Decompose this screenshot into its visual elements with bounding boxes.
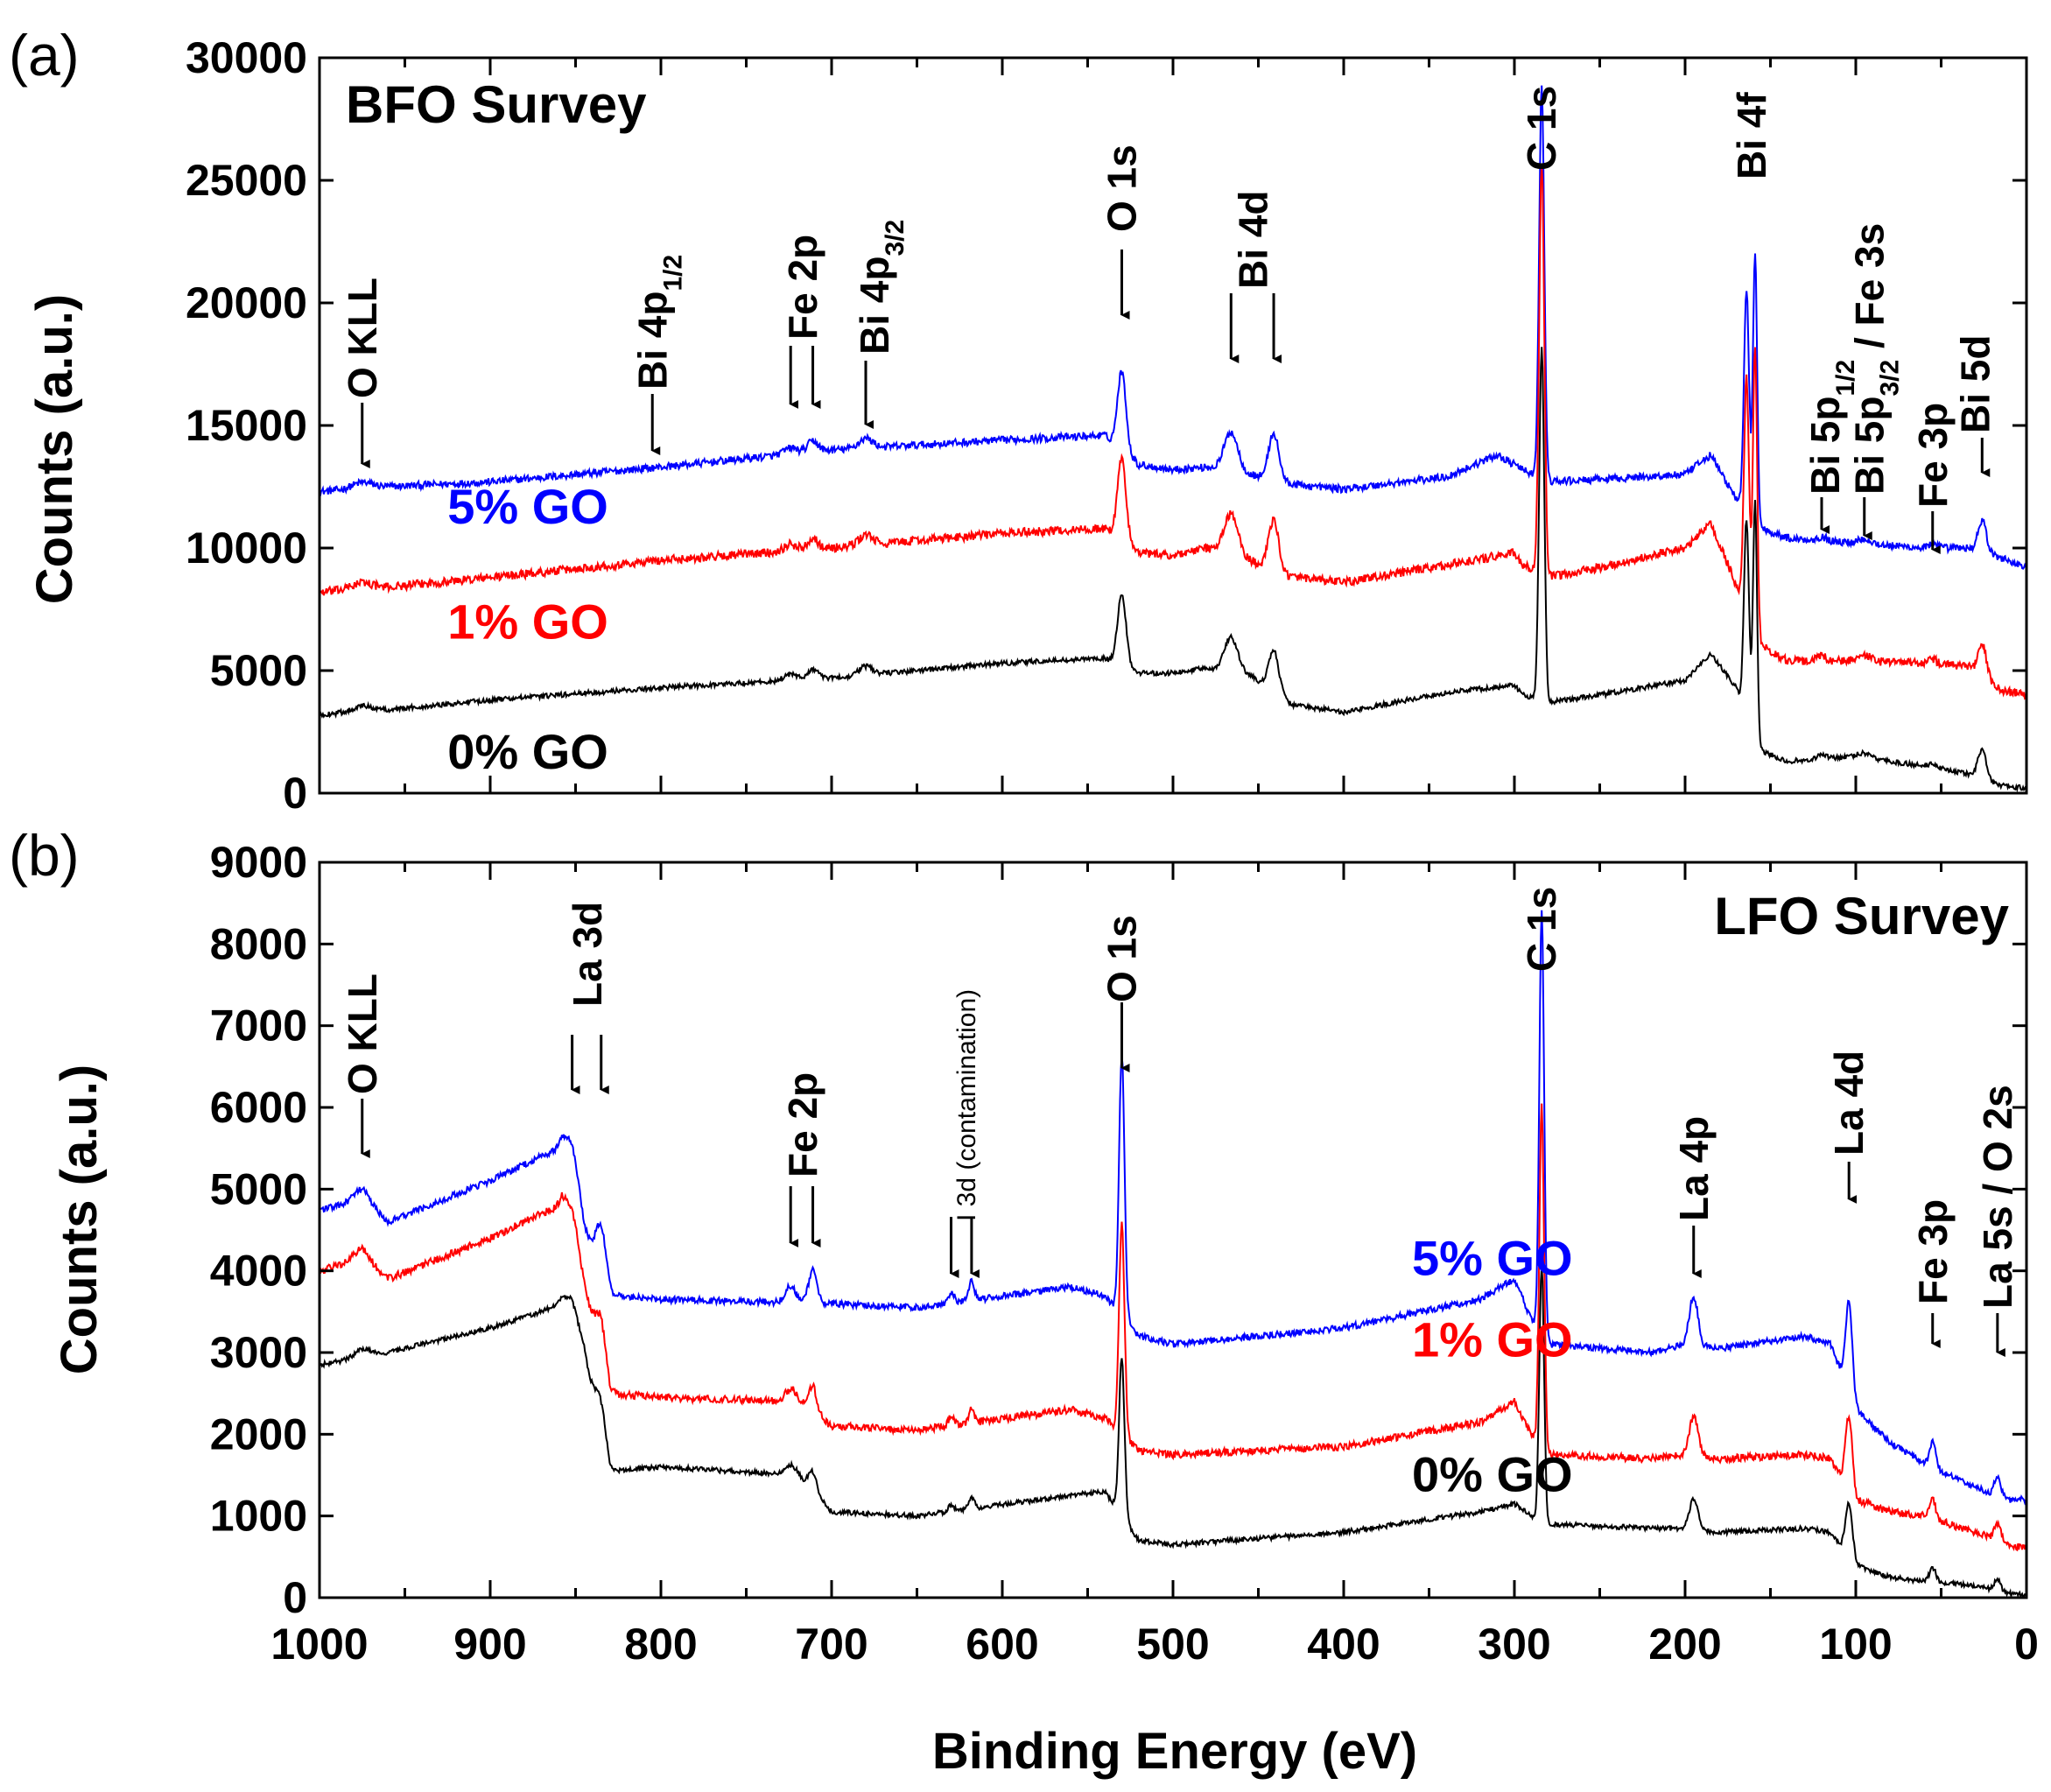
xtick-label: 400 [1307,1620,1380,1669]
series-line [320,85,2027,570]
peak-label-fe-2p-a: Fe 2p [780,235,825,340]
panel-a-title: BFO Survey [346,75,647,134]
peak-label-c-1s-a: C 1s [1519,86,1564,171]
ytick-label: 5000 [210,1164,307,1213]
ytick-label: 9000 [210,838,307,887]
ytick-label: 7000 [210,1001,307,1051]
panel-a-ylabel: Counts (a.u.) [26,294,83,604]
panel-a-label: (a) [9,23,80,88]
xtick-label: 900 [453,1620,526,1669]
ytick-label: 6000 [210,1083,307,1132]
panel-b-frame [318,861,2028,1599]
ytick-label: 25000 [186,156,307,205]
panel-a-traces [319,85,2027,793]
peak-label-o-kll-b: O KLL [340,973,385,1094]
xtick-label: 600 [966,1620,1038,1669]
peak-label-bi-4p12: Bi 4p1/2 [629,255,687,390]
panel-b-xticks: 1000 900 800 700 600 500 400 300 200 100 0 [270,862,2039,1669]
ytick-label: 2000 [210,1409,307,1458]
series-line [319,1266,2027,1599]
panel-b-series-labels: 5% GO 1% GO 0% GO [1412,1230,1573,1501]
panel-a-peak-labels: O KLL Bi 4p1/2 Fe 2p Bi 4p3/2 O 1s Bi 4d… [340,86,1998,508]
peak-label-fe-3p-b: Fe 3p [1910,1199,1956,1304]
ytick-label: 0 [283,769,307,818]
peak-label-bi-5p12: Bi 5p1/2 [1802,360,1860,495]
series-label: 5% GO [1412,1230,1573,1285]
ytick-label: 4000 [210,1247,307,1296]
ytick-label: 5000 [210,646,307,695]
series-line [319,1103,2027,1552]
panel-a-peak-arrows [361,249,1991,554]
ytick-label: 20000 [186,278,307,327]
series-label: 1% GO [1412,1312,1573,1367]
xtick-label: 700 [795,1620,867,1669]
peak-label-bi-5p32-fe-3s: Bi 5p3/2 / Fe 3s [1847,223,1905,495]
panel-a-series-labels: 5% GO 1% GO 0% GO [447,479,608,779]
ytick-label: 30000 [186,33,307,82]
series-line [319,347,2027,793]
peak-label-bi-4p32: Bi 4p3/2 [852,220,910,355]
panel-b-traces [319,910,2027,1599]
panel-a-yticks: 0 5000 10000 15000 20000 25000 30000 [186,33,2026,818]
peak-label-la-5s-o-2s: La 5s / O 2s [1975,1085,2020,1309]
ytick-label: 8000 [210,919,307,968]
peak-label-bi-4f: Bi 4f [1729,92,1774,179]
peak-label-o-1s-b: O 1s [1099,915,1145,1002]
peak-label-o-1s-a: O 1s [1099,144,1145,232]
peak-label-la-4d: La 4d [1826,1051,1872,1156]
series-label: 5% GO [447,479,608,534]
panel-a-frame [318,56,2028,795]
series-line [319,165,2027,700]
panel-a: (a) Counts (a.u.) 0 5000 10000 15000 20000 25… [9,23,2028,818]
panel-b-label: (b) [9,823,80,888]
panel-b-title: LFO Survey [1714,887,2009,945]
peak-label-fe-2p-b: Fe 2p [780,1072,825,1177]
ytick-label: 1000 [210,1492,307,1541]
panel-b-ylabel: Counts (a.u.) [51,1065,108,1374]
xtick-label: 500 [1136,1620,1209,1669]
ytick-label: 0 [283,1573,307,1622]
xtick-label: 1000 [270,1620,368,1669]
xtick-label: 200 [1648,1620,1721,1669]
peak-label-c-1s-b: C 1s [1519,887,1564,972]
xtick-label: 300 [1478,1620,1550,1669]
ytick-label: 10000 [186,524,307,573]
ytick-label: 3000 [210,1328,307,1377]
series-label: 1% GO [447,594,608,650]
xtick-label: 800 [624,1620,697,1669]
xtick-label: 100 [1819,1620,1892,1669]
peak-label-bi-5d: Bi 5d [1953,335,1998,433]
series-line [319,910,2027,1506]
panel-b-peak-labels: O KLL La 3d Fe 2p I 3d (contamination) O… [340,887,2020,1309]
series-label: 0% GO [447,724,608,779]
peak-label-la-3d: La 3d [565,902,610,1007]
peak-label-i-3d: I 3d (contamination) [952,989,981,1221]
panel-b-yticks: 0 1000 2000 3000 4000 5000 6000 7000 8000 9000 [210,838,2026,1622]
ytick-label: 15000 [186,401,307,450]
peak-label-fe-3p-a: Fe 3p [1910,403,1956,508]
panel-b-peak-arrows [361,1002,2005,1357]
peak-label-o-kll: O KLL [340,278,385,398]
peak-label-bi-4d: Bi 4d [1231,191,1276,289]
panel-b-xlabel: Binding Energy (eV) [932,1723,1417,1780]
series-label: 0% GO [1412,1447,1573,1502]
panel-b: (b) Counts (a.u.) 0100020003000400050006… [9,823,2039,1780]
xtick-label: 0 [2014,1620,2039,1669]
peak-label-la-4p: La 4p [1671,1116,1717,1221]
